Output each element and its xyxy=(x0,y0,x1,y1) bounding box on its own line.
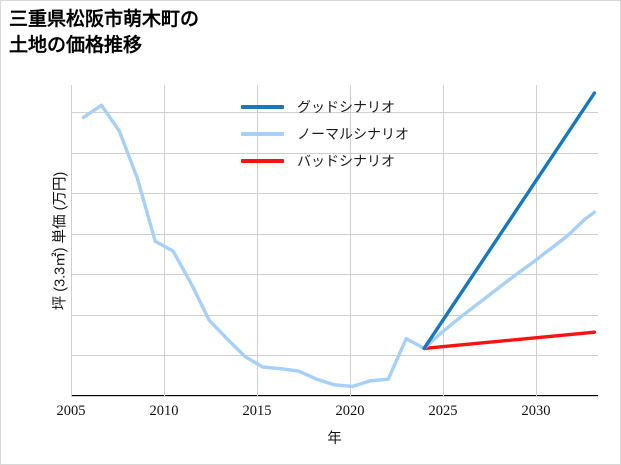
xtick-label-2015: 2015 xyxy=(242,403,272,419)
legend-label-bad: バッドシナリオ xyxy=(297,152,395,169)
gridline-x-2005 xyxy=(71,85,72,397)
legend-swatch-bad-icon xyxy=(241,158,284,163)
gridline-x-2020 xyxy=(350,85,351,397)
series-line-バッドシナリオ xyxy=(422,330,597,351)
xtick-label-2025: 2025 xyxy=(428,403,458,419)
gridline-x-2025 xyxy=(443,85,444,397)
gridline-x-2010 xyxy=(164,85,165,397)
xtick-label-2010: 2010 xyxy=(149,403,179,419)
series-line-グッドシナリオ xyxy=(422,91,597,351)
chart-legend: グッドシナリオ ノーマルシナリオ バッドシナリオ xyxy=(241,93,471,174)
xtick-label-2020: 2020 xyxy=(335,403,365,419)
legend-label-normal: ノーマルシナリオ xyxy=(297,125,409,142)
gridline-y-13.0 xyxy=(71,355,598,356)
series-lines xyxy=(81,91,597,389)
y-axis-label: 坪 (3.3㎡) 単価 (万円) xyxy=(52,171,69,311)
gridline-y-14.5 xyxy=(71,234,598,235)
legend-item-bad: バッドシナリオ xyxy=(241,147,471,174)
legend-swatch-normal-icon xyxy=(241,131,284,136)
gridline-y-12.5 xyxy=(71,396,598,397)
xtick-label-2030: 2030 xyxy=(521,403,551,419)
plot-area: 12.5 13.0 13.5 14.0 14.5 15.0 15.5 16.0 … xyxy=(53,85,598,447)
x-axis-label: 年 xyxy=(327,431,342,447)
gridline-y-15.5 xyxy=(71,153,598,154)
legend-swatch-good-icon xyxy=(241,104,284,109)
legend-item-good: グッドシナリオ xyxy=(241,93,471,120)
chart-title: 三重県松阪市萌木町の 土地の価格推移 xyxy=(9,9,200,57)
xtick-label-2005: 2005 xyxy=(56,403,86,419)
gridline-x-2030 xyxy=(536,85,537,397)
gridline-y-14.0 xyxy=(71,274,598,275)
legend-item-normal: ノーマルシナリオ xyxy=(241,120,471,147)
legend-label-good: グッドシナリオ xyxy=(297,98,395,115)
gridline-y-13.5 xyxy=(71,315,598,316)
series-line-ノーマルシナリオ xyxy=(81,103,597,389)
gridline-x-2015 xyxy=(257,85,258,397)
gridline-y-15.0 xyxy=(71,193,598,194)
gridline-y-16.0 xyxy=(71,112,598,113)
